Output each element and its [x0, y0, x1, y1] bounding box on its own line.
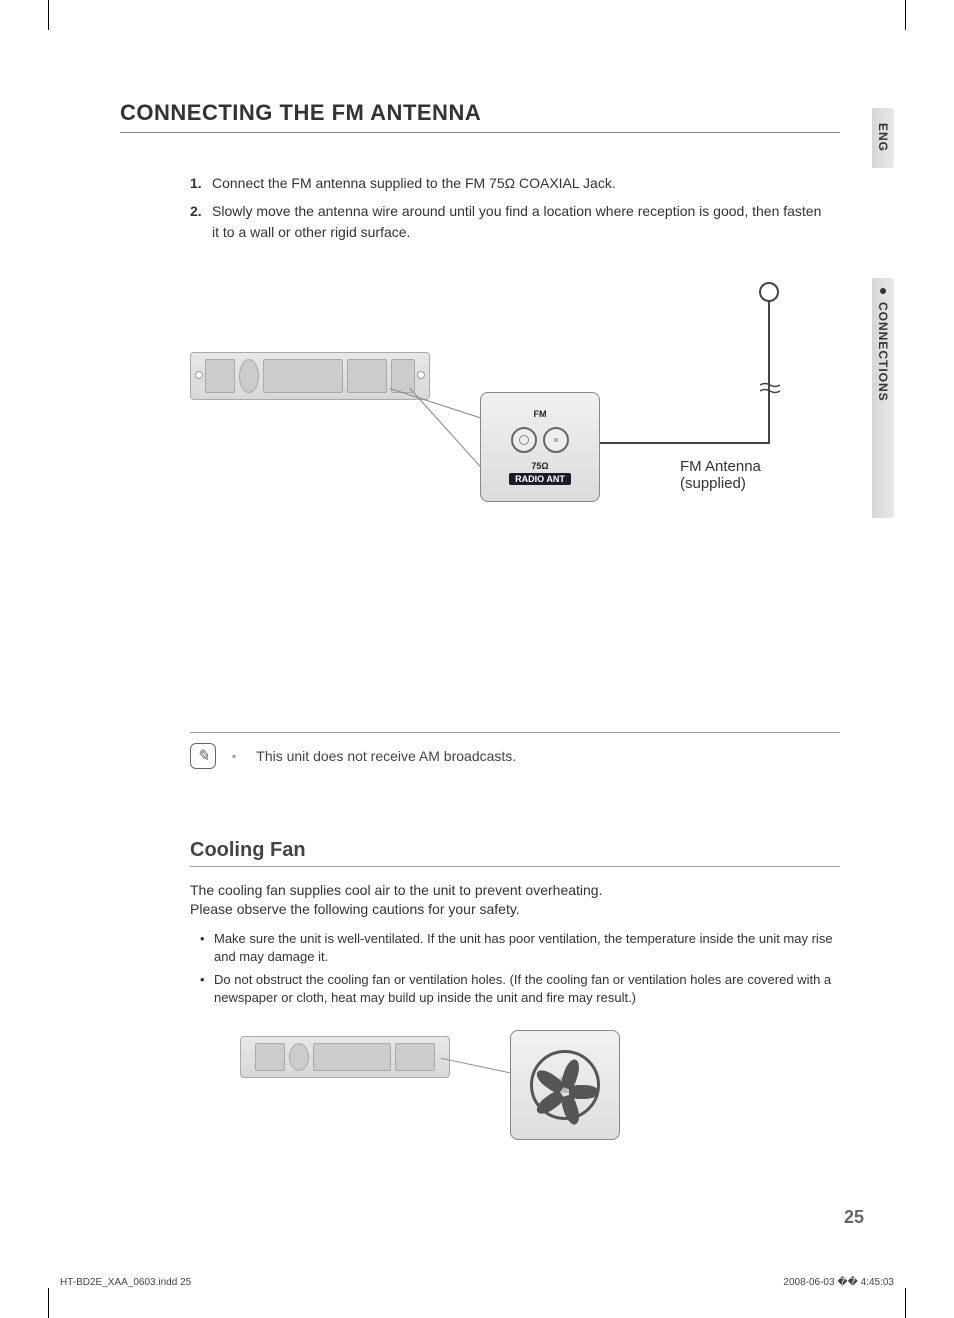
fan-icon — [530, 1050, 600, 1120]
footer-timestamp: 2008-06-03 �� 4:45:03 — [783, 1277, 894, 1288]
crop-mark — [48, 0, 49, 30]
language-tab: ENG — [872, 108, 894, 168]
jack-graphic — [511, 427, 569, 453]
section-tab-label: CONNECTIONS — [876, 302, 890, 402]
fan-callout — [510, 1030, 620, 1140]
note-icon: ✎ — [190, 743, 216, 769]
caution-list: Make sure the unit is well-ventilated. I… — [190, 930, 840, 1006]
note-bullet-icon: ▪ — [232, 749, 236, 763]
bullet-dot — [880, 288, 886, 294]
fm-label: FM — [534, 409, 547, 419]
step-text: Slowly move the antenna wire around unti… — [212, 201, 830, 242]
crop-mark — [905, 1288, 906, 1318]
footer-file: HT-BD2E_XAA_0603.indd 25 — [60, 1277, 191, 1288]
fan-diagram — [240, 1036, 840, 1176]
cooling-paragraph: Please observe the following cautions fo… — [190, 900, 840, 920]
callout-lead-line — [441, 1058, 519, 1076]
ohm-label: 75Ω — [531, 461, 548, 471]
jack-callout: FM 75Ω RADIO ANT — [480, 392, 600, 502]
step-number: 1. — [190, 173, 212, 193]
step-number: 2. — [190, 201, 212, 242]
page-number: 25 — [844, 1207, 864, 1228]
note-row: ✎ ▪ This unit does not receive AM broadc… — [190, 743, 840, 769]
step-item: 1. Connect the FM antenna supplied to th… — [190, 173, 830, 193]
print-footer: HT-BD2E_XAA_0603.indd 25 2008-06-03 �� 4… — [60, 1277, 894, 1288]
radio-ant-label: RADIO ANT — [509, 473, 571, 485]
antenna-diagram: FM 75Ω RADIO ANT FM Antenna (supplied) — [190, 332, 830, 592]
antenna-caption-line: (supplied) — [680, 475, 761, 492]
note-text: This unit does not receive AM broadcasts… — [256, 748, 516, 764]
page-content: CONNECTING THE FM ANTENNA 1. Connect the… — [120, 100, 840, 1176]
rear-panel-graphic — [190, 352, 430, 400]
step-list: 1. Connect the FM antenna supplied to th… — [190, 173, 830, 242]
divider — [190, 732, 840, 733]
caution-item: Make sure the unit is well-ventilated. I… — [204, 930, 840, 965]
divider — [190, 866, 840, 867]
antenna-tip-icon — [759, 282, 779, 302]
coax-jack-icon — [511, 427, 537, 453]
antenna-caption: FM Antenna (supplied) — [680, 458, 761, 492]
rear-panel-graphic — [240, 1036, 450, 1078]
caution-item: Do not obstruct the cooling fan or venti… — [204, 971, 840, 1006]
cooling-paragraph: The cooling fan supplies cool air to the… — [190, 881, 840, 901]
cable-break-icon — [760, 382, 780, 394]
page-title: CONNECTING THE FM ANTENNA — [120, 100, 840, 133]
section-tab: CONNECTIONS — [872, 278, 894, 518]
crop-mark — [48, 1288, 49, 1318]
antenna-caption-line: FM Antenna — [680, 458, 761, 475]
coax-jack-icon — [543, 427, 569, 453]
side-tabs: ENG CONNECTIONS — [872, 108, 894, 518]
cable-graphic — [600, 442, 770, 444]
step-item: 2. Slowly move the antenna wire around u… — [190, 201, 830, 242]
antenna-wire-graphic — [768, 292, 770, 442]
crop-mark — [905, 0, 906, 30]
step-text: Connect the FM antenna supplied to the F… — [212, 173, 830, 193]
cooling-fan-heading: Cooling Fan — [190, 839, 840, 862]
